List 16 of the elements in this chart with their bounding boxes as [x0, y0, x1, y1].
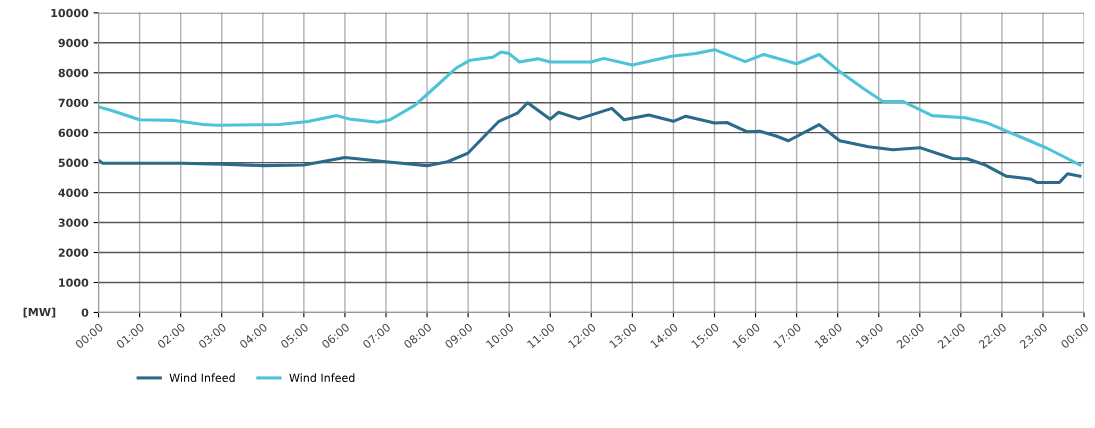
y-tick-label: 4000 — [58, 188, 89, 197]
y-tick-label: 6000 — [58, 128, 89, 138]
y-tick-label: 5000 — [58, 158, 89, 168]
line-series — [98, 101, 1082, 184]
legend-label: Wind Infeed — [289, 373, 355, 382]
y-tick-label: 2000 — [58, 248, 89, 257]
legend-label: Wind Infeed — [169, 373, 235, 382]
y-tick-label: 10000 — [51, 8, 89, 18]
y-axis-title: [MW] — [23, 307, 56, 318]
y-tick-label: 1000 — [59, 278, 89, 287]
y-tick-label: 9000 — [58, 38, 89, 48]
y-tick-label: 8000 — [58, 68, 89, 78]
y-tick-label: 7000 — [58, 98, 89, 108]
y-tick-label: 3000 — [58, 218, 89, 227]
line-series — [98, 48, 1082, 167]
y-tick-label: 0 — [81, 308, 89, 317]
